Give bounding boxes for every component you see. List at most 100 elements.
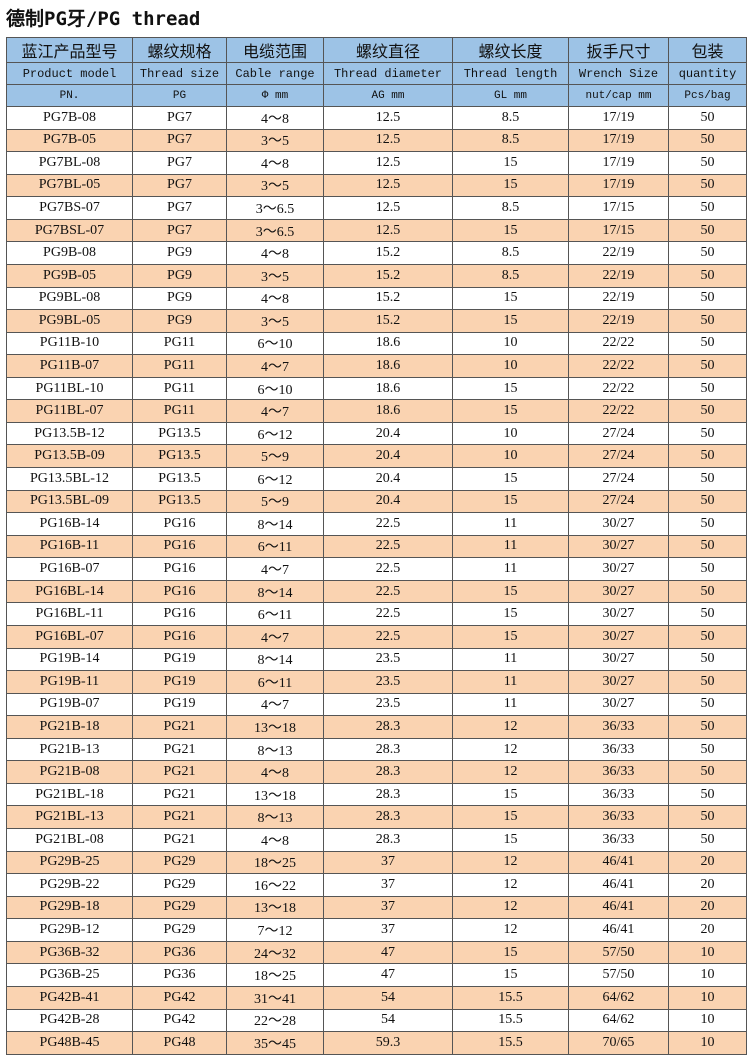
table-cell: 27/24 [568, 444, 669, 468]
table-cell: 3～6.5 [226, 196, 324, 220]
table-cell: 22.5 [323, 624, 453, 649]
table-cell: PG42B-28 [6, 1008, 133, 1033]
table-cell: PG16 [132, 624, 227, 649]
table-cell: PG9B-08 [6, 241, 133, 265]
table-cell: 10 [668, 1031, 747, 1055]
table-cell: 57/50 [568, 963, 669, 987]
table-row: PG11BL-10 PG11 6～10 18.6 15 22/22 50 [6, 376, 747, 401]
table-cell: 8.5 [452, 196, 569, 220]
table-cell: PG7BS-07 [6, 196, 133, 220]
table-cell: PG9BL-08 [6, 286, 133, 311]
table-row: PG13.5B-09 PG13.5 5～9 20.4 10 27/24 50 [6, 444, 747, 468]
table-cell: 22～28 [226, 1008, 324, 1033]
table-cell: PG13.5B-09 [6, 444, 133, 468]
table-cell: 22/22 [568, 354, 669, 378]
table-cell: 8.5 [452, 106, 569, 130]
table-cell: 20 [668, 873, 747, 897]
table-cell: PG11 [132, 376, 227, 401]
table-cell: 15 [452, 805, 569, 829]
table-cell: 10 [452, 354, 569, 378]
table-cell: 4～8 [226, 241, 324, 265]
table-cell: 22.5 [323, 602, 453, 626]
table-cell: PG19 [132, 692, 227, 717]
table-cell: 64/62 [568, 1008, 669, 1033]
table-cell: 50 [668, 421, 747, 446]
table-cell: 15 [452, 602, 569, 626]
table-cell: 50 [668, 782, 747, 807]
table-cell: 6～11 [226, 602, 324, 626]
table-cell: 27/24 [568, 421, 669, 446]
table-cell: 8～13 [226, 737, 324, 762]
table-cell: PG13.5 [132, 421, 227, 446]
table-cell: PG21 [132, 760, 227, 784]
table-cell: 12.5 [323, 151, 453, 175]
table-cell: 12.5 [323, 173, 453, 198]
table-row: PG9BL-08 PG9 4～8 15.2 15 22/19 50 [6, 286, 747, 311]
table-cell: 36/33 [568, 805, 669, 829]
header-cell: Thread length [452, 62, 569, 85]
table-cell: 46/41 [568, 850, 669, 875]
table-row: PG21B-08 PG21 4～8 28.3 12 36/33 50 [6, 760, 747, 784]
table-cell: 12 [452, 737, 569, 762]
table-cell: PG19 [132, 670, 227, 694]
table-cell: PG16BL-11 [6, 602, 133, 626]
table-cell: PG21B-13 [6, 737, 133, 762]
table-cell: PG16BL-07 [6, 624, 133, 649]
table-cell: 50 [668, 579, 747, 604]
table-cell: 23.5 [323, 670, 453, 694]
table-cell: PG9BL-05 [6, 309, 133, 333]
table-cell: PG42 [132, 1008, 227, 1033]
table-cell: PG9 [132, 309, 227, 333]
table-cell: 30/27 [568, 557, 669, 581]
table-cell: 50 [668, 331, 747, 356]
table-cell: 50 [668, 760, 747, 784]
table-cell: PG9 [132, 286, 227, 311]
table-cell: 47 [323, 940, 453, 965]
table-cell: 13～18 [226, 895, 324, 920]
table-cell: 50 [668, 737, 747, 762]
table-cell: 11 [452, 670, 569, 694]
table-cell: 8.5 [452, 241, 569, 265]
table-cell: 37 [323, 850, 453, 875]
table-cell: PG16 [132, 557, 227, 581]
table-cell: 28.3 [323, 782, 453, 807]
table-cell: PG9 [132, 263, 227, 288]
table-cell: PG13.5B-12 [6, 421, 133, 446]
table-cell: 50 [668, 534, 747, 559]
table-cell: 50 [668, 196, 747, 220]
table-cell: 30/27 [568, 512, 669, 536]
table-cell: 18～25 [226, 850, 324, 875]
table-cell: PG16B-11 [6, 534, 133, 559]
table-cell: 20.4 [323, 467, 453, 491]
table-cell: 17/19 [568, 151, 669, 175]
header-cell: AG mm [323, 84, 453, 107]
table-row: PG42B-41 PG42 31～41 54 15.5 64/62 10 [6, 985, 747, 1010]
table-cell: 17/15 [568, 196, 669, 220]
table-cell: PG19 [132, 647, 227, 672]
table-cell: 18.6 [323, 354, 453, 378]
table-cell: PG7 [132, 218, 227, 243]
table-cell: 3～5 [226, 173, 324, 198]
table-row: PG21BL-08 PG21 4～8 28.3 15 36/33 50 [6, 828, 747, 852]
header-cell: Thread diameter [323, 62, 453, 85]
table-cell: 17/15 [568, 218, 669, 243]
table-row: PG11B-10 PG11 6～10 18.6 10 22/22 50 [6, 331, 747, 356]
table-cell: 22/19 [568, 263, 669, 288]
table-row: PG21BL-13 PG21 8～13 28.3 15 36/33 50 [6, 805, 747, 829]
table-cell: PG29 [132, 918, 227, 942]
table-cell: PG42 [132, 985, 227, 1010]
table-cell: 50 [668, 218, 747, 243]
header-cell: 扳手尺寸 [568, 37, 669, 63]
table-cell: 50 [668, 670, 747, 694]
table-cell: 10 [452, 331, 569, 356]
header-cell: nut/cap mm [568, 84, 669, 107]
table-cell: 15 [452, 963, 569, 987]
table-row: PG36B-32 PG36 24～32 47 15 57/50 10 [6, 940, 747, 965]
table-cell: 15.2 [323, 263, 453, 288]
table-row: PG16BL-14 PG16 8～14 22.5 15 30/27 50 [6, 579, 747, 604]
table-cell: PG29B-25 [6, 850, 133, 875]
table-cell: PG16B-14 [6, 512, 133, 536]
table-row: PG16B-14 PG16 8～14 22.5 11 30/27 50 [6, 512, 747, 536]
table-cell: 47 [323, 963, 453, 987]
table-cell: PG42B-41 [6, 985, 133, 1010]
